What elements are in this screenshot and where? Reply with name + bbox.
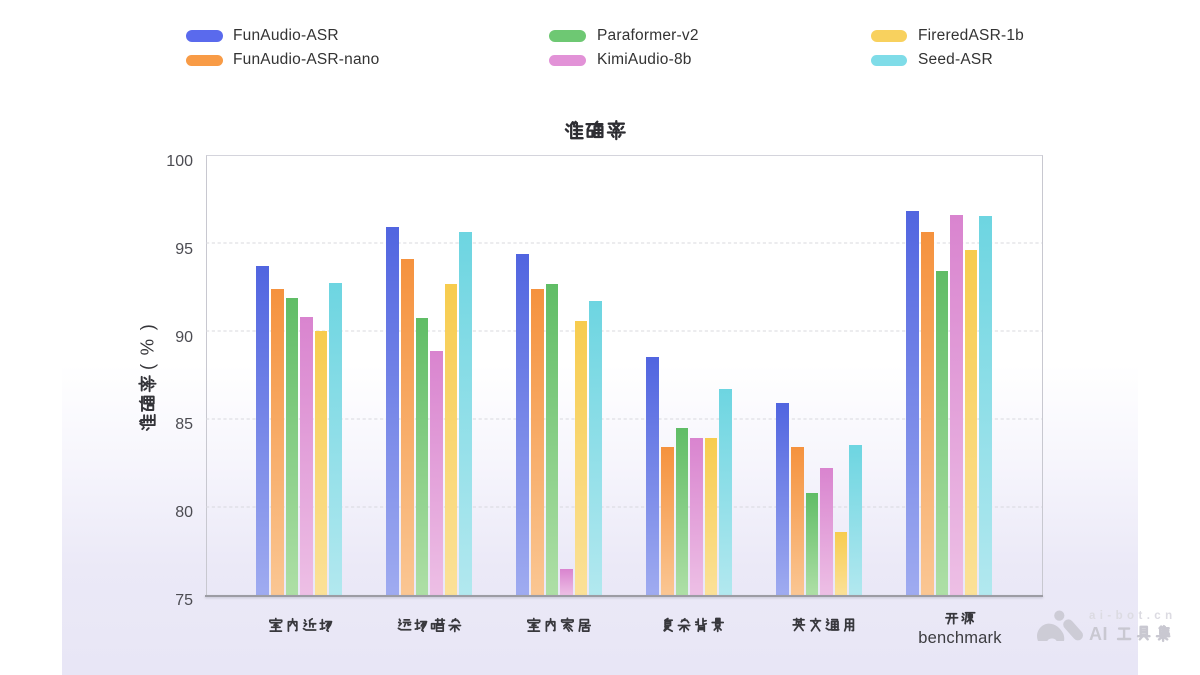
svg-text:(%): (%) [136, 316, 157, 370]
